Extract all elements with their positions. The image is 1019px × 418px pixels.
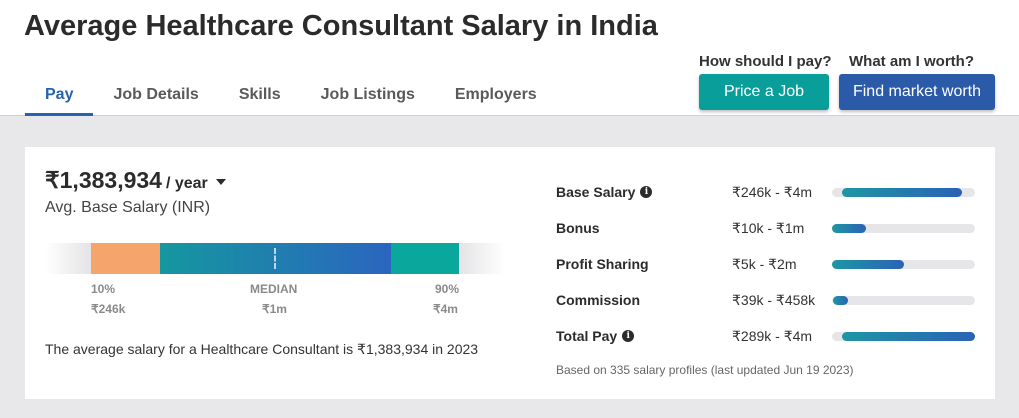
tab-skills[interactable]: Skills: [238, 86, 281, 103]
p90-segment: [391, 243, 460, 274]
worth-question-label: What am I worth?: [849, 53, 974, 70]
tab-pay[interactable]: Pay: [25, 76, 94, 116]
pay-question-label: How should I pay?: [699, 53, 832, 70]
total-pay-track: [832, 332, 975, 341]
commission-track: [832, 296, 975, 305]
bonus-text: Bonus: [556, 220, 600, 236]
profit-sharing-label: Profit Sharing: [556, 256, 649, 272]
salary-card: ₹1,383,934/ year Avg. Base Salary (INR) …: [25, 147, 995, 399]
p90-label: 90%: [435, 282, 460, 296]
profit-sharing-fill: [832, 260, 904, 269]
profit-sharing-range: ₹5k - ₹2m: [732, 256, 797, 272]
commission-range: ₹39k - ₹458k: [732, 292, 816, 308]
bar-fade-left: [45, 243, 91, 274]
total-pay-fill: [842, 332, 975, 341]
median-label: MEDIAN: [250, 282, 298, 296]
p10-segment: [91, 243, 160, 274]
salary-caption: Avg. Base Salary (INR): [45, 199, 211, 216]
caret-down-icon: [215, 178, 226, 185]
base-salary-track: [832, 188, 975, 197]
salary-amount: ₹1,383,934: [45, 167, 162, 193]
p10-label: 10%: [91, 282, 116, 296]
bar-fade-right: [459, 243, 505, 274]
tab-job-listings[interactable]: Job Listings: [320, 86, 415, 103]
info-icon[interactable]: i: [622, 330, 635, 342]
median-value: ₹1m: [262, 302, 287, 316]
tab-bar: Pay Job Details Skills Job Listings Empl…: [25, 76, 557, 116]
total-pay-range: ₹289k - ₹4m: [732, 328, 813, 344]
base-salary-fill: [842, 188, 963, 197]
commission-text: Commission: [556, 292, 641, 308]
bonus-range: ₹10k - ₹1m: [732, 220, 805, 236]
profit-sharing-text: Profit Sharing: [556, 256, 649, 272]
base-salary-range: ₹246k - ₹4m: [732, 184, 813, 200]
page-header: Average Healthcare Consultant Salary in …: [0, 0, 1019, 116]
bonus-fill: [832, 224, 867, 233]
bonus-label: Bonus: [556, 220, 600, 236]
salary-distribution-bar: [45, 243, 505, 274]
price-a-job-button[interactable]: Price a Job: [699, 74, 829, 110]
total-pay-text: Total Pay: [556, 328, 618, 344]
period-selector[interactable]: / year: [166, 175, 226, 192]
p10-value: ₹246k: [91, 302, 126, 316]
base-salary-text: Base Salary: [556, 184, 636, 200]
bonus-track: [832, 224, 975, 233]
info-icon[interactable]: i: [640, 186, 653, 198]
tab-job-details[interactable]: Job Details: [113, 86, 199, 103]
period-label: / year: [165, 175, 208, 192]
median-marker: [274, 248, 276, 269]
average-salary: ₹1,383,934/ year: [45, 167, 226, 194]
commission-fill: [833, 296, 848, 305]
tab-employers[interactable]: Employers: [454, 86, 537, 103]
average-salary-sentence: The average salary for a Healthcare Cons…: [45, 341, 479, 357]
profit-sharing-track: [832, 260, 975, 269]
total-pay-label: Total Pay i: [556, 328, 635, 344]
commission-label: Commission: [556, 292, 640, 308]
page-title: Average Healthcare Consultant Salary in …: [24, 10, 658, 42]
data-footnote: Based on 335 salary profiles (last updat…: [556, 363, 854, 377]
p90-value: ₹4m: [433, 302, 458, 316]
base-salary-label: Base Salary i: [556, 184, 653, 200]
find-market-worth-button[interactable]: Find market worth: [839, 74, 995, 110]
